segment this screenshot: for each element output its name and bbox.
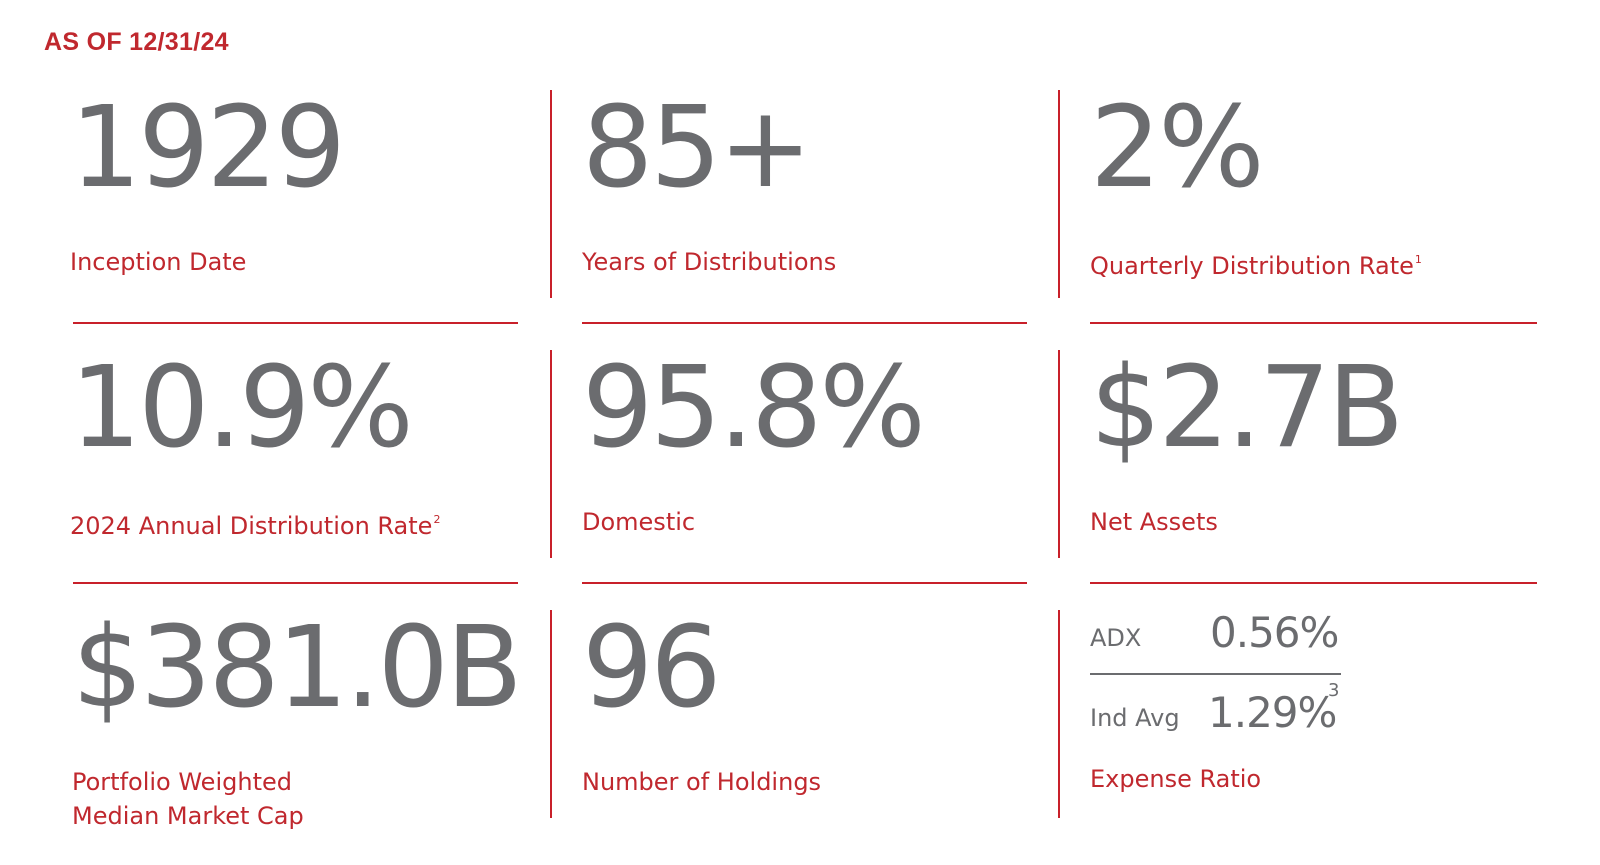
divider-horizontal [1090,582,1537,584]
divider-vertical [550,610,552,818]
ind-avg-value: 1.29% [1208,688,1337,737]
divider-vertical [1058,90,1060,298]
stat-value: 1929 [70,83,346,213]
stat-value: $381.0B [72,603,523,733]
stat-label: Portfolio Weighted Median Market Cap [72,765,304,833]
stat-value: 10.9% [70,343,414,473]
stat-label-line: Portfolio Weighted [72,768,292,796]
stat-label: Quarterly Distribution Rate1 [1090,252,1422,280]
divider-vertical [550,90,552,298]
stat-value: 2% [1090,83,1265,213]
divider-horizontal [73,322,518,324]
footnote-marker: 2 [433,513,441,526]
stat-label: Years of Distributions [582,248,837,276]
footnote-marker: 3 [1328,680,1340,701]
stat-value: $2.7B [1090,343,1404,473]
divider-horizontal [582,322,1027,324]
adx-label: ADX [1090,624,1142,652]
stat-label-line: Median Market Cap [72,802,304,830]
stat-value: 96 [582,603,722,733]
divider-vertical [1058,610,1060,818]
as-of-date: AS OF 12/31/24 [44,28,229,56]
divider-vertical [1058,350,1060,558]
ind-avg-label: Ind Avg [1090,704,1180,732]
stat-label: Number of Holdings [582,768,822,796]
stat-label: Domestic [582,508,696,536]
adx-value: 0.56% [1210,608,1339,657]
divider-horizontal [73,582,518,584]
divider-horizontal [582,582,1027,584]
expense-ratio-separator [1090,673,1341,675]
stat-label: Net Assets [1090,508,1218,536]
stat-label: Inception Date [70,248,247,276]
stat-label: 2024 Annual Distribution Rate2 [70,512,441,540]
stat-value: 85+ [582,83,812,213]
stat-label: Expense Ratio [1090,765,1262,793]
stat-value: 95.8% [582,343,926,473]
divider-vertical [550,350,552,558]
footnote-marker: 1 [1414,253,1422,266]
divider-horizontal [1090,322,1537,324]
